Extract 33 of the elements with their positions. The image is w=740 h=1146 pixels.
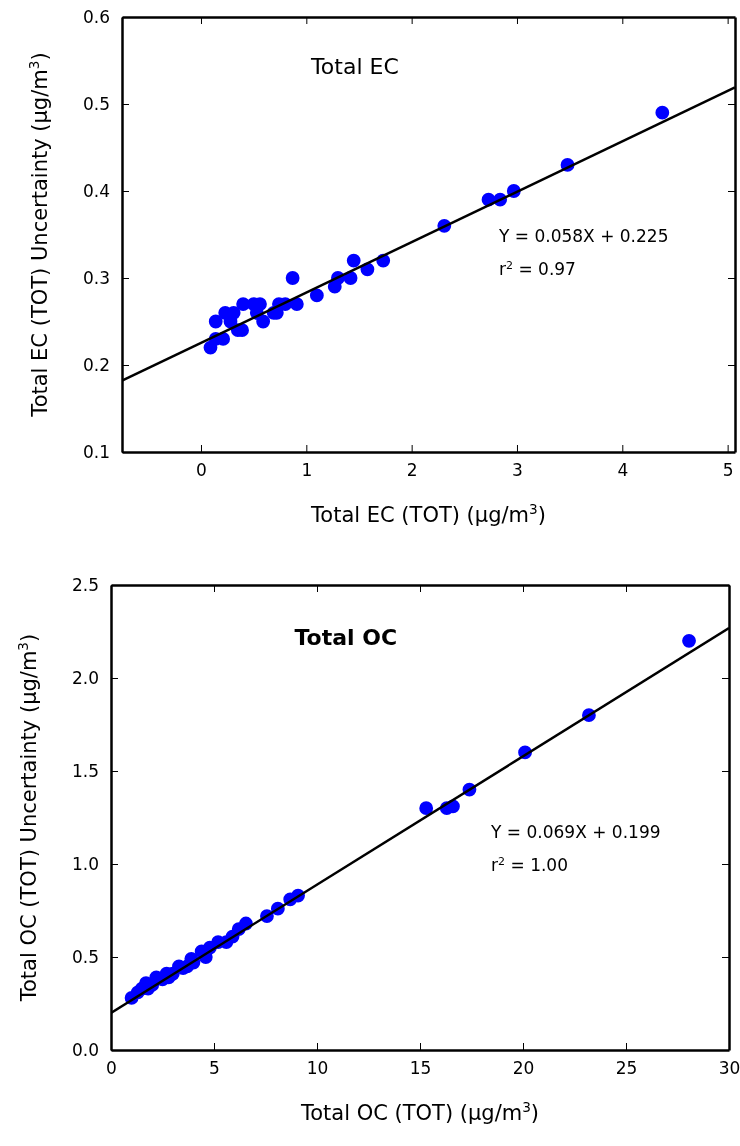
- text: Total EC: [310, 53, 399, 79]
- annotation: Y = 0.058X + 0.225: [497, 225, 669, 246]
- x-tick-label: 0: [106, 1058, 117, 1079]
- y-tick-label: 2.5: [71, 574, 99, 595]
- x-tick-label: 4: [617, 460, 629, 481]
- x-tick-label: 15: [409, 1058, 432, 1079]
- x-tick-label: 30: [718, 1058, 740, 1079]
- x-axis-title: Total OC (TOT) (μg/m$^{3}$): [299, 1099, 540, 1125]
- text: Total OC: [294, 625, 398, 651]
- y-tick-label: 0.6: [82, 6, 110, 27]
- x-tick-label: 10: [306, 1058, 329, 1079]
- y-tick-label: 1.0: [71, 853, 99, 874]
- y-tick-label: 0.3: [82, 267, 110, 288]
- y-tick-label: 1.5: [71, 760, 99, 781]
- annotation: Y = 0.069X + 0.199: [490, 822, 661, 843]
- y-tick-label: 0.5: [82, 93, 110, 114]
- y-tick-label: 2.0: [71, 667, 99, 688]
- annotation: r$^{2}$ = 0.97: [498, 258, 576, 279]
- y-tick-label: 0.5: [71, 946, 99, 967]
- y-tick-label: 0.4: [82, 180, 110, 201]
- y-tick-label: 0.1: [82, 441, 110, 462]
- x-tick-label: 1: [301, 460, 313, 481]
- x-axis-title: Total EC (TOT) (μg/m$^{3}$): [310, 501, 546, 527]
- x-tick-label: 2: [406, 460, 418, 481]
- y-tick-label: 0.2: [82, 354, 110, 375]
- x-tick-label: 5: [209, 1058, 220, 1079]
- x-tick-label: 5: [722, 460, 734, 481]
- x-tick-label: 25: [615, 1058, 638, 1079]
- x-tick-label: 3: [512, 460, 523, 481]
- annotation: r$^{2}$ = 1.00: [491, 854, 569, 876]
- x-tick-label: 20: [512, 1058, 535, 1079]
- x-tick-label: 0: [196, 460, 207, 481]
- y-tick-label: 0.0: [71, 1039, 99, 1060]
